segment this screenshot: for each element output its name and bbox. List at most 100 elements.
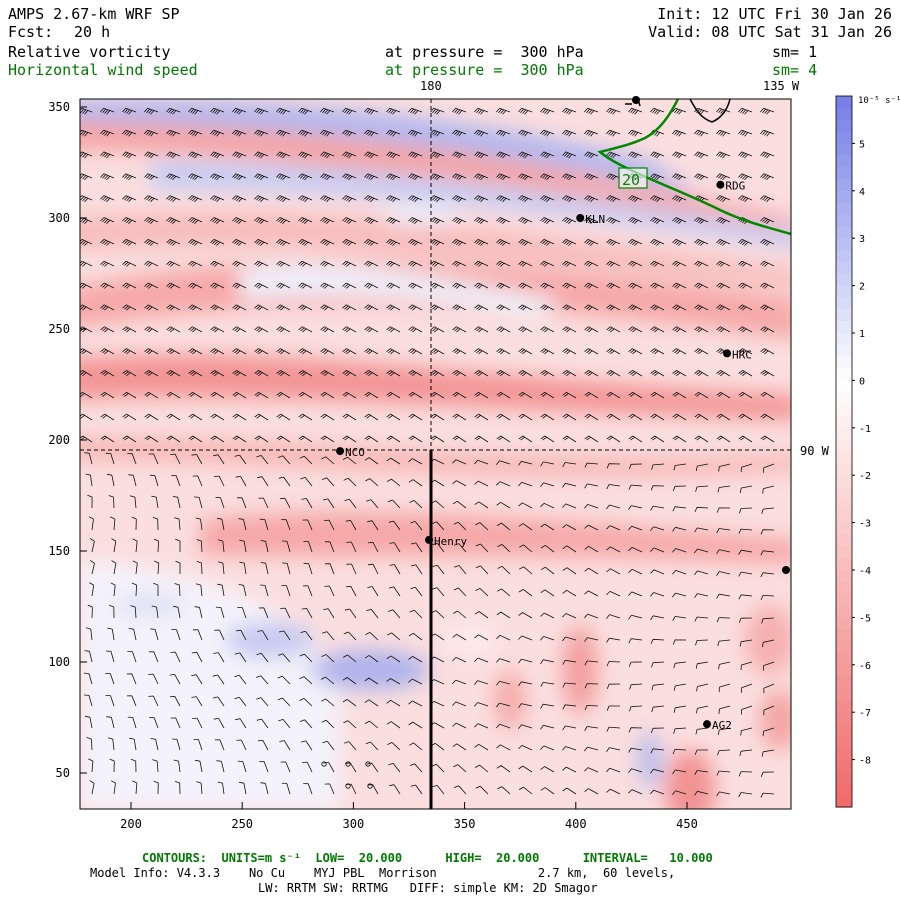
colorbar-segment xyxy=(836,380,852,393)
colorbar-segment xyxy=(836,451,852,464)
colorbar-segment xyxy=(836,250,852,263)
colorbar-segment xyxy=(836,534,852,547)
x-tick-label: 300 xyxy=(343,817,365,831)
wind-barbs xyxy=(80,107,775,798)
y-tick-label: 50 xyxy=(56,766,70,780)
station-label: HRC xyxy=(732,348,752,361)
colorbar-segment xyxy=(836,510,852,524)
station-dot xyxy=(703,720,712,729)
colorbar-segment xyxy=(836,404,852,417)
x-tick-label: 200 xyxy=(120,817,142,831)
colorbar-segment xyxy=(836,546,852,559)
colorbar-segment xyxy=(836,238,852,251)
colorbar-label: 1 xyxy=(859,329,865,340)
calm-wind-marker xyxy=(321,761,327,767)
colorbar-label: -7 xyxy=(859,708,871,719)
y-tick-label: 300 xyxy=(48,211,70,225)
station-label: RDG xyxy=(725,180,745,193)
station-markers: RDG KLN HRC NCO Henry AG2 xyxy=(336,96,790,732)
colorbar-segment xyxy=(836,641,852,654)
colorbar-segment xyxy=(836,202,852,216)
lon-label-135w: 135 W xyxy=(763,79,800,93)
station-dot xyxy=(723,349,732,358)
colorbar-segment xyxy=(836,605,852,618)
station-dot xyxy=(576,214,585,222)
contours-info: CONTOURS: UNITS=m s⁻¹ LOW= 20.000 HIGH= … xyxy=(142,851,713,865)
field1-name: Relative vorticity xyxy=(8,43,171,61)
calm-wind-marker xyxy=(365,761,371,767)
colorbar-label: -8 xyxy=(859,756,871,767)
colorbar-segment xyxy=(836,463,852,476)
colorbar-segment xyxy=(836,759,852,773)
x-tick-label: 450 xyxy=(676,817,698,831)
station-dot xyxy=(716,180,725,189)
colorbar-label: 4 xyxy=(859,187,865,198)
colorbar-segment xyxy=(836,664,852,678)
calm-wind-marker xyxy=(345,761,351,767)
colorbar-label: 3 xyxy=(859,234,865,245)
colorbar-segment xyxy=(836,724,852,737)
colorbar-segment xyxy=(836,96,852,109)
vorticity-field xyxy=(80,99,791,809)
colorbar-label: 0 xyxy=(859,376,865,387)
colorbar-segment xyxy=(836,570,852,583)
colorbar-segment xyxy=(836,309,852,322)
station-dot xyxy=(425,535,434,544)
y-axis: 350 300 250 200 150 100 50 xyxy=(48,100,87,780)
wind-barb-set xyxy=(80,107,775,798)
colorbar-segment xyxy=(836,226,852,239)
station-label: NCO xyxy=(345,446,365,459)
station-dot xyxy=(336,447,345,456)
colorbar-segment xyxy=(836,676,852,690)
valid-time: Valid: 08 UTC Sat 31 Jan 26 xyxy=(648,23,892,41)
contour-label-box xyxy=(618,167,648,189)
colorbar-segment xyxy=(836,155,852,168)
colorbar-segment xyxy=(836,558,852,571)
colorbar-unit: 10⁻⁵ s⁻¹ xyxy=(858,96,900,106)
field1-level: at pressure = 300 hPa xyxy=(385,43,584,61)
field2-level: at pressure = 300 hPa xyxy=(385,61,584,79)
wind-speed-contour xyxy=(597,99,791,236)
calm-wind-marker xyxy=(345,783,351,789)
colorbar-segment xyxy=(836,439,852,453)
colorbar-segment xyxy=(836,261,852,275)
colorbar-segment xyxy=(836,747,852,761)
colorbar-segment xyxy=(836,167,852,180)
station-label: KLN xyxy=(585,213,605,226)
colorbar-segment xyxy=(836,415,852,429)
colorbar-segment xyxy=(836,297,852,310)
colorbar-segment xyxy=(836,273,852,287)
forecast-label: Fcst: xyxy=(8,23,54,41)
colorbar-segment xyxy=(836,214,852,227)
colorbar-segment xyxy=(836,178,852,192)
station-dot xyxy=(782,566,790,574)
init-time: Init: 12 UTC Fri 30 Jan 26 xyxy=(657,5,892,23)
colorbar-label: -5 xyxy=(859,613,871,624)
colorbar-segment xyxy=(836,143,852,156)
colorbar-segment xyxy=(836,107,852,121)
colorbar-segment xyxy=(836,617,852,630)
colorbar-segment xyxy=(836,771,852,784)
model-info-line1: Model Info: V4.3.3 No Cu MYJ PBL Morriso… xyxy=(90,866,676,880)
station-dot xyxy=(632,96,640,104)
y-tick-label: 100 xyxy=(48,655,70,669)
colorbar-label: 5 xyxy=(859,139,865,150)
colorbar-segment xyxy=(836,321,852,334)
colorbar-segment xyxy=(836,427,852,441)
colorbar-segment xyxy=(836,368,852,381)
forecast-hours: 20 h xyxy=(74,23,111,41)
contour-label: 20 xyxy=(622,171,640,189)
colorbar-segment xyxy=(836,700,852,713)
lon-label-90w: 90 W xyxy=(800,444,830,458)
y-tick-label: 250 xyxy=(48,322,70,336)
x-tick-label: 400 xyxy=(565,817,587,831)
field2-name: Horizontal wind speed xyxy=(8,61,198,79)
field2-smoothing: sm= 4 xyxy=(772,61,818,79)
x-tick-label: 250 xyxy=(231,817,253,831)
y-tick-label: 200 xyxy=(48,433,70,447)
colorbar-segment xyxy=(836,712,852,725)
colorbar-segment xyxy=(836,356,852,370)
colorbar-label: -2 xyxy=(859,471,871,482)
calm-wind-marker xyxy=(367,783,373,789)
